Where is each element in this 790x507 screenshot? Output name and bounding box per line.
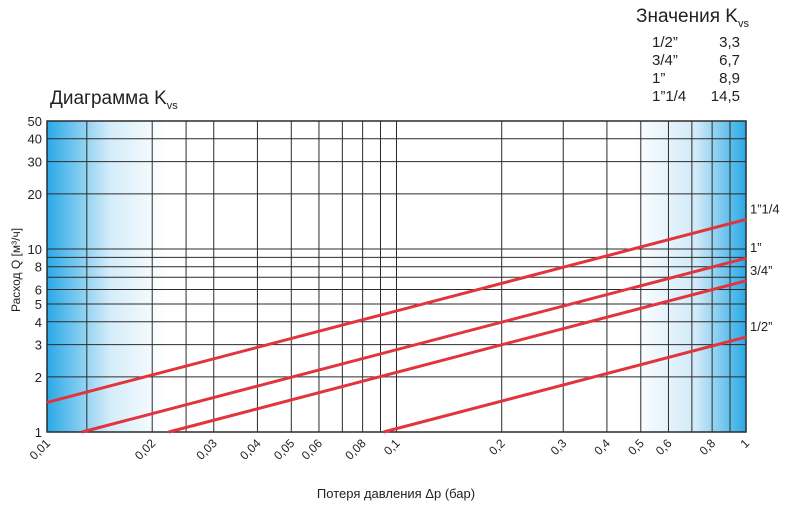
series-label: 1/2” bbox=[750, 319, 772, 334]
x-tick-label: 0,06 bbox=[299, 436, 326, 463]
kvs-values-title: Значения Kvs bbox=[636, 6, 749, 30]
x-tick-label: 1 bbox=[737, 436, 752, 451]
y-tick-label: 30 bbox=[28, 155, 42, 170]
x-tick-label: 0,6 bbox=[653, 436, 675, 458]
series-label: 3/4” bbox=[750, 263, 772, 278]
y-tick-label: 5 bbox=[35, 297, 42, 312]
kvs-size: 1/2” bbox=[652, 34, 678, 51]
series-label: 1”1/4 bbox=[750, 201, 780, 216]
plot-frame bbox=[46, 120, 747, 433]
x-tick-label: 0,3 bbox=[548, 436, 570, 458]
kvs-value: 3,3 bbox=[719, 34, 740, 51]
kvs-values-table: 1/2” 3,3 3/4” 6,7 1” 8,9 1”1/4 14,5 bbox=[652, 34, 740, 106]
y-tick-label: 10 bbox=[28, 242, 42, 257]
y-tick-label: 8 bbox=[35, 260, 42, 275]
y-tick-label: 3 bbox=[35, 338, 42, 353]
series-line bbox=[81, 256, 747, 434]
series-line bbox=[383, 335, 747, 434]
x-tick-label: 0,4 bbox=[591, 436, 613, 458]
x-tick-label: 0,02 bbox=[132, 436, 159, 463]
kvs-row: 1”1/4 14,5 bbox=[652, 88, 740, 106]
series-label: 1” bbox=[750, 240, 762, 255]
series-line bbox=[46, 217, 747, 404]
kvs-size: 3/4” bbox=[652, 52, 678, 69]
y-tick-label: 6 bbox=[35, 283, 42, 298]
x-tick-label: 0,03 bbox=[193, 436, 220, 463]
x-tick-label: 0,2 bbox=[486, 436, 508, 458]
x-tick-label: 0,08 bbox=[342, 436, 369, 463]
kvs-row: 3/4” 6,7 bbox=[652, 52, 740, 70]
series-line bbox=[168, 279, 747, 434]
kvs-size: 1”1/4 bbox=[652, 88, 687, 105]
chart-title: Диаграмма Kvs bbox=[50, 88, 178, 112]
y-tick-label: 40 bbox=[28, 132, 42, 147]
x-tick-label: 0,8 bbox=[697, 436, 719, 458]
kvs-value: 8,9 bbox=[719, 70, 740, 87]
kvs-size: 1” bbox=[652, 70, 666, 87]
x-tick-label: 0,01 bbox=[27, 436, 54, 463]
x-axis-title: Потеря давления Δp (бар) bbox=[316, 486, 476, 501]
kvs-value: 6,7 bbox=[719, 52, 740, 69]
y-tick-label: 20 bbox=[28, 187, 42, 202]
x-tick-label: 0,04 bbox=[237, 436, 264, 463]
y-tick-label: 50 bbox=[28, 114, 42, 129]
kvs-row: 1” 8,9 bbox=[652, 70, 740, 88]
y-tick-label: 2 bbox=[35, 370, 42, 385]
y-tick-label: 1 bbox=[35, 425, 42, 440]
x-tick-label: 0,1 bbox=[381, 436, 403, 458]
x-tick-label: 0,5 bbox=[625, 436, 647, 458]
kvs-row: 1/2” 3,3 bbox=[652, 34, 740, 52]
y-tick-label: 4 bbox=[35, 315, 42, 330]
kvs-value: 14,5 bbox=[710, 88, 740, 105]
x-tick-label: 0,05 bbox=[271, 436, 298, 463]
